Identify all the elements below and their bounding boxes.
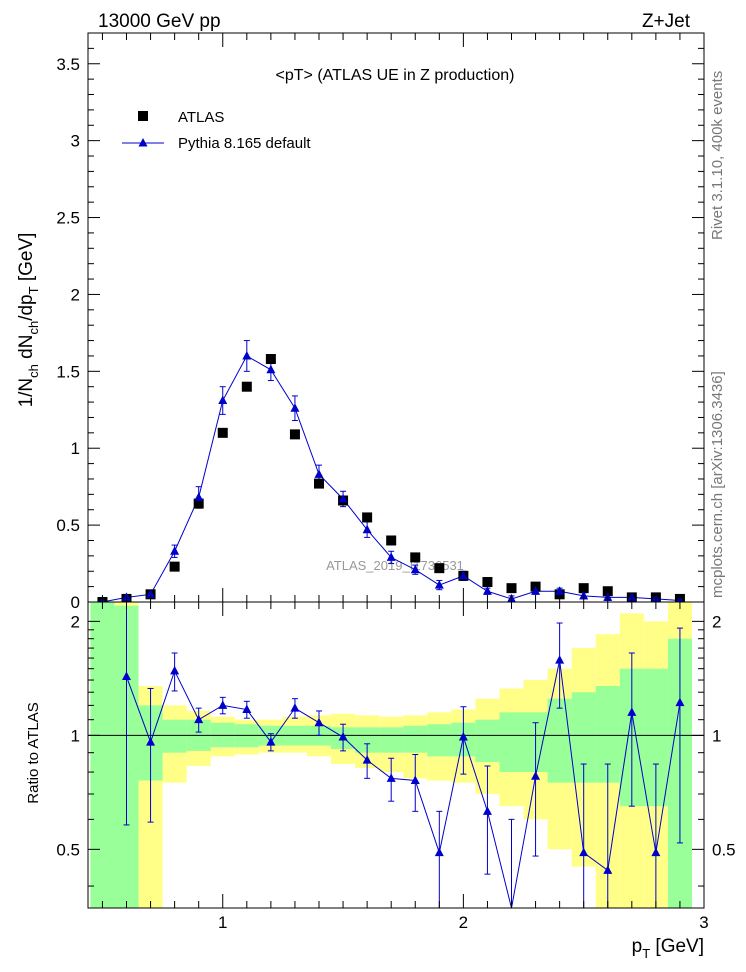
legend: ATLAS Pythia 8.165 default: [122, 109, 311, 152]
main-ytick-label: 2: [71, 285, 80, 304]
green-band-segment: [475, 719, 500, 763]
green-band-segment: [547, 698, 572, 783]
ratio-data-point: [410, 775, 420, 784]
main-ytick-label: 1.5: [56, 362, 80, 381]
legend-pythia-label: Pythia 8.165 default: [178, 135, 311, 152]
ratio-data-point: [362, 755, 372, 764]
atlas-data-point: [169, 561, 180, 572]
ratio-data-point: [242, 704, 252, 714]
generator-info: Rivet 3.1.10, 400k events: [709, 71, 726, 240]
atlas-data-point: [217, 427, 228, 438]
ratio-data-point: [266, 737, 276, 746]
green-band-segment: [427, 724, 452, 757]
pythia-data-point: [531, 586, 541, 595]
ratio-data-point: [386, 773, 396, 782]
pythia-data-point: [338, 493, 348, 503]
pythia-data-point: [290, 403, 300, 412]
ratio-data-point: [603, 865, 613, 874]
ratio-ytick-label-right: 1: [712, 726, 721, 745]
ratio-data-point: [194, 714, 204, 724]
ratio-data-point: [627, 707, 637, 716]
main-ytick-label: 0.5: [56, 516, 80, 535]
ratio-data-point: [170, 665, 180, 675]
green-band-segment: [379, 727, 404, 753]
ratio-data-point: [218, 700, 228, 709]
atlas-data-point: [289, 429, 300, 440]
pythia-data-point: [242, 350, 252, 360]
xlabel: pT [GeV]: [632, 936, 704, 961]
ratio-xtick-label: 2: [459, 913, 468, 932]
ratio-data-point: [122, 671, 131, 681]
analysis-label: Z+Jet: [642, 11, 691, 32]
pythia-data-point: [170, 546, 180, 555]
ratio-data-point: [482, 806, 492, 815]
legend-atlas-marker: [138, 111, 148, 121]
ratio-ytick-label-right: 2: [712, 612, 721, 631]
atlas-data-point: [434, 563, 445, 574]
atlas-data-point: [193, 498, 204, 509]
pythia-data-point: [410, 564, 420, 574]
ratio-data-point: [579, 847, 589, 857]
ratio-xtick-label: 1: [218, 913, 227, 932]
atlas-data-point: [578, 583, 589, 594]
analysis-watermark: ATLAS_2019_I1736531: [326, 558, 464, 573]
legend-pythia-marker: [138, 138, 148, 147]
ratio-data-point: [314, 717, 324, 727]
main-ytick-label: 3: [71, 132, 80, 151]
process-label: 13000 GeV pp: [98, 11, 221, 32]
ratio-data-point: [458, 732, 468, 741]
ratio-data-point: [555, 655, 565, 664]
atlas-data-point: [314, 478, 324, 489]
atlas-data-point: [265, 354, 276, 365]
ratio-ytick-label: 0.5: [56, 840, 80, 859]
green-band-segment: [162, 719, 187, 753]
ratio-xtick-label: 3: [699, 913, 708, 932]
ratio-plot-frame: [87, 601, 705, 909]
main-ytick-label: 3.5: [56, 55, 80, 74]
pythia-data-point: [482, 586, 492, 595]
main-plot-title: <pT> (ATLAS UE in Z production): [276, 67, 515, 84]
atlas-data-point: [506, 583, 517, 594]
pythia-data-point: [194, 492, 204, 501]
pythia-data-point: [218, 395, 228, 405]
ratio-data-point: [434, 847, 444, 857]
ratio-data-point: [338, 732, 348, 741]
main-ytick-label: 1: [71, 439, 80, 458]
ratio-ytick-label: 2: [71, 612, 80, 631]
source-info: mcplots.cern.ch [arXiv:1306.3436]: [709, 371, 726, 598]
atlas-data-point: [410, 552, 421, 563]
main-plot-layer: 0 0.5 1 1.5 2 2.5 3 3.5: [56, 32, 705, 612]
pythia-data-point: [458, 570, 468, 580]
main-ylabel: 1/Nch dNch/dpT [GeV]: [16, 233, 41, 408]
main-ytick-label: 2.5: [56, 209, 80, 228]
ratio-ylabel: Ratio to ATLAS: [25, 702, 42, 803]
pythia-data-point: [266, 364, 276, 374]
legend-atlas-label: ATLAS: [178, 109, 224, 126]
ratio-plot-layer: 1 2 3 0.5 0.5 1 1 2 2: [56, 601, 736, 932]
green-band-segment: [90, 602, 115, 908]
atlas-data-point: [602, 586, 613, 597]
main-ytick-label: 0: [71, 593, 80, 612]
atlas-data-point: [482, 577, 493, 588]
green-band-segment: [403, 725, 428, 753]
atlas-data-point: [241, 381, 252, 392]
ratio-data-point: [146, 737, 156, 746]
ratio-data-point: [290, 703, 300, 712]
atlas-data-point: [362, 512, 373, 523]
ratio-data-point: [651, 847, 661, 857]
ratio-data-point: [531, 771, 541, 780]
green-band-segment: [499, 712, 524, 773]
ratio-ytick-label-right: 0.5: [712, 840, 736, 859]
pythia-data-point: [146, 589, 156, 598]
pythia-data-point: [434, 580, 444, 589]
pythia-data-point: [314, 469, 324, 478]
atlas-data-point: [386, 535, 397, 546]
pythia-data-point: [555, 586, 565, 595]
ratio-ytick-label: 1: [71, 726, 80, 745]
ratio-data-point: [675, 697, 685, 707]
pythia-data-point: [362, 524, 372, 534]
pythia-data-point: [386, 552, 396, 561]
